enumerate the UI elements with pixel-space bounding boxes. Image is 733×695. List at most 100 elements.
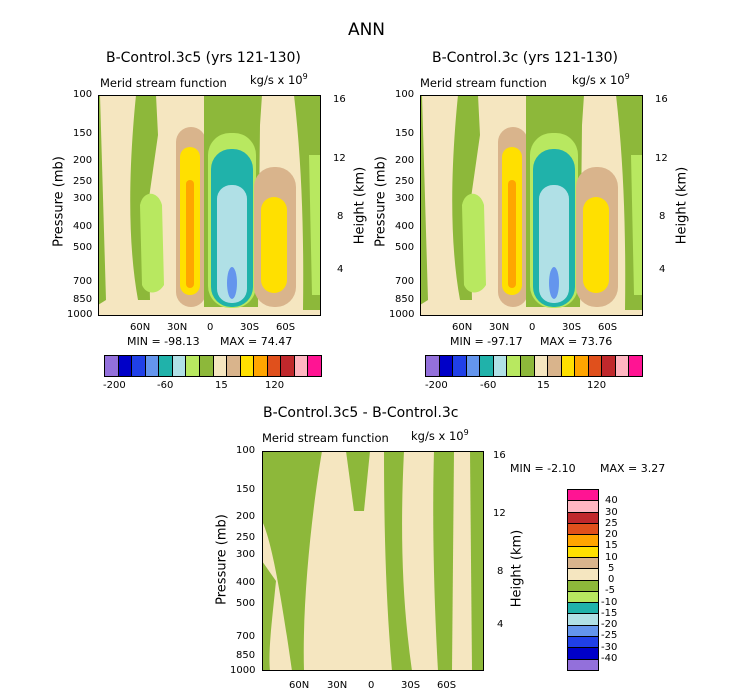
y-tick: 300 — [236, 549, 256, 560]
positive-core — [186, 180, 194, 288]
negative-band — [631, 155, 643, 295]
colorbar-label: -40 — [601, 653, 618, 664]
y-tick: 700 — [395, 276, 415, 287]
x-tick: 0 — [368, 680, 375, 691]
colorbar-label: -10 — [601, 597, 618, 608]
x-tick: 30S — [562, 322, 582, 333]
min-value: MIN = -98.13 — [127, 335, 200, 348]
y-tick: 250 — [236, 532, 256, 543]
negative-band — [262, 561, 276, 671]
y2-tick: 4 — [497, 619, 504, 630]
colorbar-label: -30 — [601, 642, 618, 653]
x-tick: 60N — [452, 322, 473, 333]
y2-axis-label: Height (km) — [352, 166, 368, 245]
panel-title: B-Control.3c5 - B-Control.3c — [263, 405, 459, 421]
negative-core — [227, 267, 237, 299]
x-tick: 0 — [529, 322, 536, 333]
negative-cell — [140, 193, 164, 293]
x-tick: 30S — [240, 322, 260, 333]
min-value: MIN = -97.17 — [450, 335, 523, 348]
y-tick: 150 — [395, 128, 415, 139]
negative-band — [470, 451, 484, 671]
units-label: kg/s x 109 — [572, 72, 630, 87]
x-tick: 60S — [437, 680, 457, 691]
y2-tick: 12 — [493, 508, 506, 519]
y2-tick: 4 — [659, 264, 666, 275]
y-tick: 700 — [236, 631, 256, 642]
y2-tick: 16 — [655, 94, 668, 105]
y-tick: 100 — [395, 89, 415, 100]
y2-tick: 8 — [337, 211, 344, 222]
colorbar-label: -200 — [103, 380, 126, 391]
y2-tick: 4 — [337, 264, 344, 275]
y-tick: 1000 — [230, 665, 256, 676]
y-tick: 150 — [236, 484, 256, 495]
negative-band — [98, 95, 106, 305]
colorbar-label: -15 — [601, 608, 618, 619]
colorbar-label: -25 — [601, 630, 618, 641]
y-tick: 250 — [395, 176, 415, 187]
negative-core — [549, 267, 559, 299]
x-tick: 30N — [327, 680, 348, 691]
y-tick: 200 — [395, 155, 415, 166]
x-tick: 30S — [401, 680, 421, 691]
positive-cell — [261, 197, 287, 293]
negative-band — [384, 451, 412, 671]
y-tick: 100 — [73, 89, 93, 100]
colorbar-label: 10 — [605, 552, 618, 563]
panel-subtitle: Merid stream function — [420, 76, 547, 90]
negative-cell — [539, 185, 569, 303]
colorbar-label: -20 — [601, 619, 618, 630]
y-tick: 500 — [73, 242, 93, 253]
colorbar-label: 15 — [605, 540, 618, 551]
units-label: kg/s x 109 — [250, 72, 308, 87]
difference-colorbar — [567, 489, 599, 671]
panel-title: B-Control.3c5 (yrs 121-130) — [106, 50, 301, 66]
y-axis-label: Pressure (mb) — [214, 514, 230, 605]
colorbar-label: 120 — [587, 380, 607, 391]
y-axis-label: Pressure (mb) — [373, 156, 389, 247]
max-value: MAX = 74.47 — [220, 335, 293, 348]
y-tick: 400 — [236, 577, 256, 588]
y-tick: 850 — [236, 650, 256, 661]
y-tick: 200 — [236, 511, 256, 522]
panel-subtitle: Merid stream function — [262, 431, 389, 445]
y-tick: 700 — [73, 276, 93, 287]
colorbar — [425, 355, 643, 377]
x-tick: 60S — [598, 322, 618, 333]
figure-title: ANN — [347, 20, 386, 40]
x-tick: 60S — [276, 322, 296, 333]
x-tick: 60N — [289, 680, 310, 691]
y-tick: 1000 — [67, 309, 93, 320]
positive-core — [508, 180, 516, 288]
y-tick: 850 — [395, 294, 415, 305]
y-tick: 400 — [73, 221, 93, 232]
difference-plot — [262, 451, 484, 671]
max-value: MAX = 73.76 — [540, 335, 613, 348]
negative-band — [433, 451, 454, 671]
y-tick: 500 — [395, 242, 415, 253]
x-tick: 0 — [207, 322, 214, 333]
min-value: MIN = -2.10 — [510, 462, 576, 475]
colorbar-label: 0 — [608, 574, 615, 585]
y2-tick: 16 — [493, 450, 506, 461]
positive-cell — [583, 197, 609, 293]
colorbar-label: 40 — [605, 495, 618, 506]
colorbar-label: -60 — [157, 380, 174, 391]
stream-function-plot — [98, 95, 321, 316]
negative-band — [262, 451, 322, 671]
y2-axis-label: Height (km) — [674, 166, 690, 245]
negative-band — [420, 95, 428, 305]
negative-band — [309, 155, 321, 295]
units-label: kg/s x 109 — [411, 428, 469, 443]
y2-axis-label: Height (km) — [509, 529, 525, 608]
panel-title: B-Control.3c (yrs 121-130) — [432, 50, 618, 66]
colorbar-label: 30 — [605, 507, 618, 518]
y-tick: 150 — [73, 128, 93, 139]
colorbar-label: 15 — [215, 380, 228, 391]
y2-tick: 8 — [497, 566, 504, 577]
y-tick: 250 — [73, 176, 93, 187]
colorbar-label: 15 — [537, 380, 550, 391]
negative-cell — [462, 193, 486, 293]
y-tick: 100 — [236, 445, 256, 456]
